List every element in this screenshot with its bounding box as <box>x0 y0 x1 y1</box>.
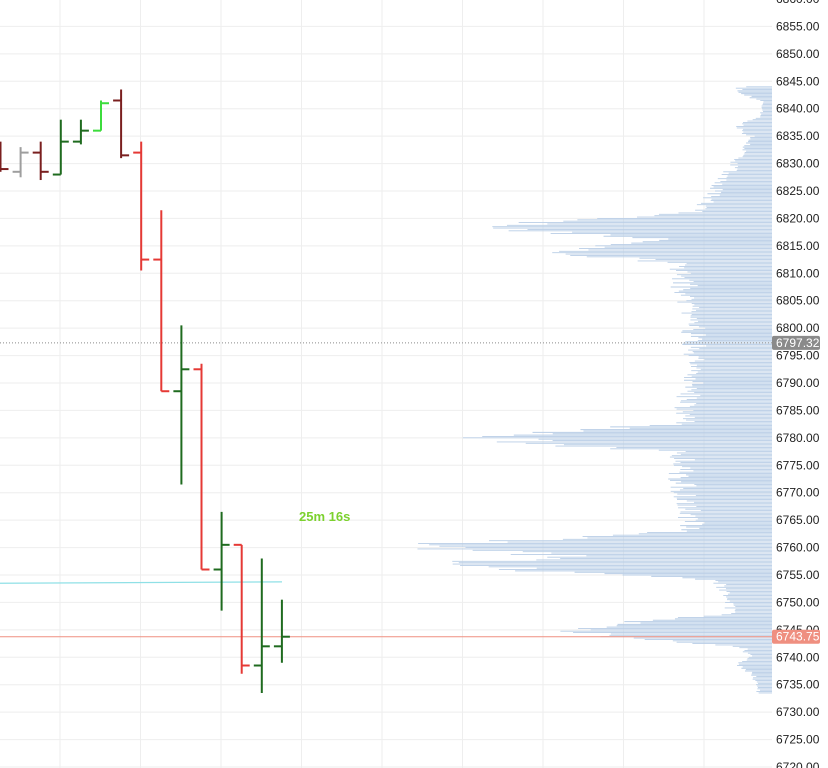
ohlc-bar <box>113 89 130 159</box>
bar-countdown: 25m 16s <box>299 509 350 524</box>
price-tick-label: 6840.00 <box>776 102 820 116</box>
price-tick-label: 6780.00 <box>776 431 820 445</box>
price-tick-label: 6730.00 <box>776 705 820 719</box>
price-tick-label: 6755.00 <box>776 568 820 582</box>
ohlc-bar <box>32 141 49 181</box>
price-tick-label: 6850.00 <box>776 47 820 61</box>
price-badge <box>772 335 820 350</box>
ohlc-bar <box>12 147 29 178</box>
ohlc-bar <box>133 141 150 271</box>
ohlc-bar <box>233 543 250 674</box>
price-tick-label: 6785.00 <box>776 403 820 417</box>
price-tick-label: 6765.00 <box>776 513 820 527</box>
price-tick-label: 6790.00 <box>776 376 820 390</box>
price-tick-label: 6805.00 <box>776 294 820 308</box>
price-tick-label: 6725.00 <box>776 733 820 747</box>
reference-lines <box>0 342 772 638</box>
price-tick-label: 6855.00 <box>776 19 820 33</box>
price-axis[interactable]: 6720.006725.006730.006735.006740.006745.… <box>772 0 828 768</box>
ohlc-bar <box>213 511 230 611</box>
ohlc-bar <box>193 363 210 571</box>
price-tick-label: 6830.00 <box>776 157 820 171</box>
price-tick-label: 6760.00 <box>776 541 820 555</box>
price-tick-label: 6845.00 <box>776 74 820 88</box>
ohlc-bar <box>52 119 69 176</box>
price-tick-label: 6740.00 <box>776 650 820 664</box>
price-badges: 6797.32 6743.75 <box>772 335 820 644</box>
moving-average-line <box>0 581 283 584</box>
ohlc-bar <box>173 325 190 485</box>
price-badge-label: 6797.32 <box>776 336 820 350</box>
ohlc-bar <box>153 210 170 393</box>
price-tick-label: 6825.00 <box>776 184 820 198</box>
price-tick-label: 6775.00 <box>776 458 820 472</box>
price-tick-label: 6835.00 <box>776 129 820 143</box>
ohlc-bar <box>72 119 89 145</box>
price-badge <box>772 629 820 644</box>
grid <box>0 0 772 768</box>
price-tick-label: 6800.00 <box>776 321 820 335</box>
ohlc-bar <box>253 558 270 693</box>
price-tick-label: 6720.00 <box>776 760 820 768</box>
price-tick-label: 6815.00 <box>776 239 820 253</box>
price-tick-label: 6820.00 <box>776 211 820 225</box>
price-tick-label: 6770.00 <box>776 486 820 500</box>
ohlc-bar <box>0 141 9 172</box>
ohlc-bar <box>93 100 109 132</box>
price-tick-label: 6810.00 <box>776 266 820 280</box>
price-tick-label: 6795.00 <box>776 349 820 363</box>
price-tick-label: 6735.00 <box>776 678 820 692</box>
price-tick-label: 6750.00 <box>776 595 820 609</box>
price-badge-label: 6743.75 <box>776 630 820 644</box>
ohlc-bar <box>273 599 290 663</box>
price-tick-label: 6860.00 <box>776 0 820 6</box>
ohlc-bars <box>0 89 290 693</box>
volume-profile <box>417 86 772 694</box>
